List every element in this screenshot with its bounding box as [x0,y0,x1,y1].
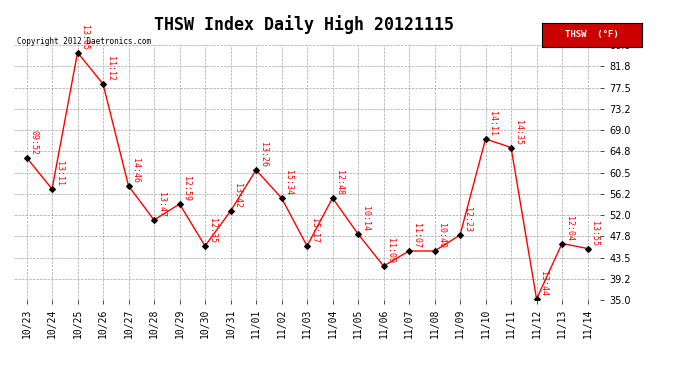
Text: 14:11: 14:11 [488,111,497,136]
Text: 13:47: 13:47 [157,192,166,217]
Text: 15:34: 15:34 [284,170,293,195]
Text: 09:52: 09:52 [29,129,38,154]
Point [557,240,568,246]
Point [378,263,389,269]
Point [455,232,466,238]
Point [353,231,364,237]
Text: 10:14: 10:14 [361,206,370,231]
Text: THSW Index Daily High 20121115: THSW Index Daily High 20121115 [154,15,453,34]
Point [72,50,83,55]
Point [404,248,415,254]
Text: 12:48: 12:48 [335,170,344,195]
Text: Copyright 2012 Daetronics.com: Copyright 2012 Daetronics.com [17,38,151,46]
Text: 11:12: 11:12 [106,56,115,81]
Point [199,243,210,249]
Point [327,195,338,201]
Point [250,167,262,173]
Text: 12:04: 12:04 [564,216,573,240]
Text: 14:46: 14:46 [131,158,140,183]
Text: 13:26: 13:26 [259,142,268,167]
Point [480,136,491,142]
Point [21,154,32,160]
Point [123,183,134,189]
Text: THSW  (°F): THSW (°F) [565,30,618,39]
Text: 13:44: 13:44 [539,271,548,296]
Point [174,201,185,207]
Point [429,248,440,254]
Text: 13:11: 13:11 [55,161,63,186]
Text: 11:09: 11:09 [386,238,395,263]
Text: 10:40: 10:40 [437,223,446,248]
Text: 13:55: 13:55 [590,220,599,246]
Text: 12:23: 12:23 [462,207,471,232]
Point [302,243,313,249]
Text: 13:05: 13:05 [80,24,89,50]
Text: 15:17: 15:17 [310,218,319,243]
Text: 14:35: 14:35 [513,120,522,144]
Point [506,144,517,150]
Point [148,217,159,223]
Text: 12:35: 12:35 [208,218,217,243]
Text: 12:59: 12:59 [182,176,191,201]
Point [46,186,57,192]
Text: 11:07: 11:07 [412,223,421,248]
Point [97,81,108,87]
Point [276,195,287,201]
Point [531,296,542,302]
Point [582,246,593,252]
Text: 13:42: 13:42 [233,183,242,208]
Point [225,208,236,214]
